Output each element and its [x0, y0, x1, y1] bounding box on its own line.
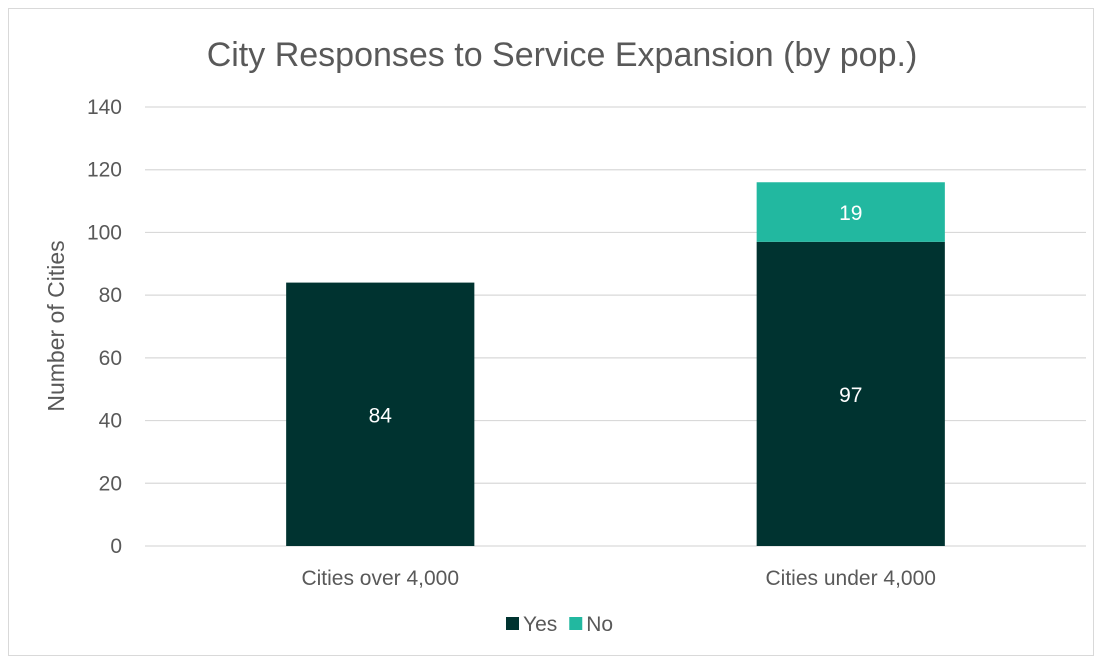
- legend-swatch-no: [569, 617, 583, 630]
- bar-yes-0: [286, 282, 475, 546]
- y-axis-label: Number of Cities: [43, 240, 69, 411]
- y-tick-label: 140: [87, 96, 122, 119]
- category-label: Cities over 4,000: [301, 567, 459, 590]
- bar-no-1: [756, 182, 945, 242]
- legend-label-no: No: [586, 613, 613, 636]
- data-labels: 84 97 19: [369, 202, 863, 427]
- category-label: Cities under 4,000: [766, 567, 936, 590]
- y-tick-label: 60: [99, 347, 122, 370]
- data-label-yes-0: 84: [369, 404, 393, 427]
- legend: Yes No: [506, 613, 613, 636]
- y-tick-label: 40: [99, 410, 122, 433]
- chart-title: City Responses to Service Expansion (by …: [207, 36, 918, 74]
- y-tick-label: 80: [99, 284, 122, 307]
- y-axis-ticks: 0 20 40 60 80 100 120 140: [87, 96, 122, 558]
- legend-label-yes: Yes: [523, 613, 557, 636]
- y-tick-label: 120: [87, 159, 122, 182]
- data-label-no-1: 19: [839, 202, 862, 225]
- legend-swatch-yes: [506, 617, 519, 630]
- bars: [286, 182, 945, 547]
- data-label-yes-1: 97: [839, 384, 862, 407]
- y-tick-label: 20: [99, 472, 122, 495]
- y-tick-label: 100: [87, 221, 122, 244]
- y-tick-label: 0: [110, 535, 122, 558]
- bar-yes-1: [756, 241, 945, 547]
- category-labels: Cities over 4,000 Cities under 4,000: [301, 567, 936, 590]
